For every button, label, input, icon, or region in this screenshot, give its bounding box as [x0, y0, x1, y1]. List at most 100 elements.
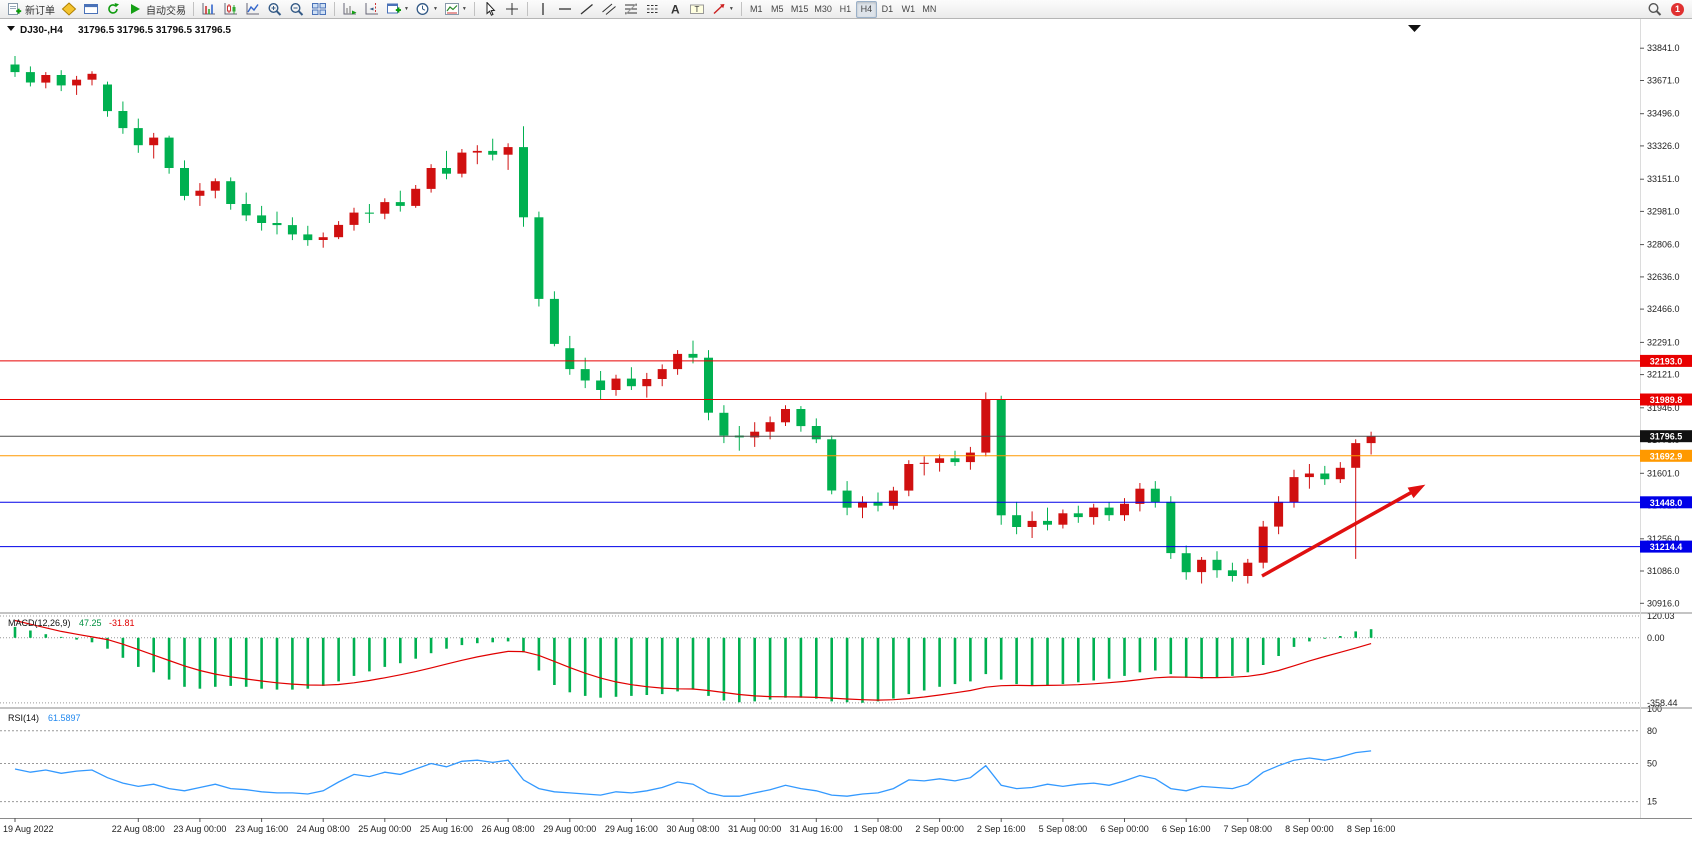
horizontal-line-tool-button[interactable] [554, 1, 576, 18]
macd-main-value: 47.25 [79, 618, 102, 628]
main-toolbar: 新订单 自动交易 ▼ ▼ ▼ A T ▼ M1 M5 M15 M30 H1 H4 D1 W1 MN 1 [0, 0, 1692, 19]
svg-text:30 Aug 08:00: 30 Aug 08:00 [666, 824, 719, 834]
svg-text:31 Aug 00:00: 31 Aug 00:00 [728, 824, 781, 834]
autotrading-button[interactable]: 自动交易 [124, 1, 189, 18]
templates-button[interactable]: ▼ [441, 1, 470, 18]
chevron-down-icon: ▼ [404, 6, 409, 12]
chart-shift-button[interactable] [361, 1, 383, 18]
new-chart-button[interactable]: ▼ [383, 1, 412, 18]
rsi-label: RSI(14) [8, 713, 39, 723]
macd-header: MACD(12,26,9) 47.25 -31.81 [8, 618, 135, 628]
svg-text:80: 80 [1647, 726, 1657, 736]
toolbar-left: 新订单 自动交易 ▼ ▼ ▼ A T ▼ M1 M5 M15 M30 H1 H4 D1 W1 MN [3, 0, 940, 18]
toolbar-separator [473, 2, 475, 16]
svg-text:-358.44: -358.44 [1647, 698, 1678, 708]
timeframe-m5-button[interactable]: M5 [771, 4, 784, 14]
trend-arrow[interactable] [1261, 484, 1426, 578]
rsi-value: 61.5897 [48, 713, 81, 723]
charts-window-button[interactable] [80, 1, 102, 18]
svg-text:29 Aug 00:00: 29 Aug 00:00 [543, 824, 596, 834]
svg-text:0.00: 0.00 [1647, 633, 1665, 643]
cursor-tool-button[interactable] [479, 1, 501, 18]
svg-text:25 Aug 00:00: 25 Aug 00:00 [358, 824, 411, 834]
svg-text:26 Aug 08:00: 26 Aug 08:00 [482, 824, 535, 834]
panel-separators[interactable] [0, 612, 1692, 819]
metaeditor-button[interactable] [58, 1, 80, 18]
candlestick-chart-type-button[interactable] [220, 1, 242, 18]
price-tags: 32193.0 31989.8 31796.5 31692.9 31448.0 31214… [1640, 354, 1692, 553]
fibonacci-tool-button[interactable] [620, 1, 642, 18]
vertical-line-tool-button[interactable] [532, 1, 554, 18]
toolbar-separator [334, 2, 335, 16]
crosshair-tool-button[interactable] [501, 1, 523, 18]
svg-text:32806.0: 32806.0 [1647, 240, 1680, 250]
toolbar-separator [526, 2, 528, 16]
svg-text:8 Sep 00:00: 8 Sep 00:00 [1285, 824, 1334, 834]
svg-text:23 Aug 16:00: 23 Aug 16:00 [235, 824, 288, 834]
auto-scroll-button[interactable] [339, 1, 361, 18]
channel-tool-button[interactable] [598, 1, 620, 18]
svg-text:31989.8: 31989.8 [1650, 395, 1683, 405]
search-button[interactable] [1644, 1, 1666, 18]
time-axis[interactable]: 19 Aug 2022 22 Aug 08:00 23 Aug 00:00 23 Au… [3, 818, 1395, 834]
tile-windows-button[interactable] [308, 1, 330, 18]
scroll-to-end-icon[interactable] [1408, 25, 1421, 32]
svg-text:31601.0: 31601.0 [1647, 468, 1680, 478]
svg-text:32981.0: 32981.0 [1647, 206, 1680, 216]
chart-title: DJ30-,H4 [20, 25, 63, 36]
arrows-tool-button[interactable]: ▼ [708, 1, 737, 18]
symbol-dropdown-icon[interactable] [7, 26, 15, 31]
toolbar-separator [193, 2, 194, 16]
price-levels [0, 360, 1640, 548]
timeframe-h1-button[interactable]: H1 [839, 4, 852, 14]
chart-header: DJ30-,H4 31796.5 31796.5 31796.5 31796.5 [7, 25, 231, 36]
svg-text:31796.5: 31796.5 [1650, 432, 1683, 442]
svg-text:31 Aug 16:00: 31 Aug 16:00 [790, 824, 843, 834]
svg-text:7 Sep 08:00: 7 Sep 08:00 [1224, 824, 1273, 834]
line-chart-type-button[interactable] [242, 1, 264, 18]
svg-text:2 Sep 16:00: 2 Sep 16:00 [977, 824, 1026, 834]
svg-text:19 Aug 2022: 19 Aug 2022 [3, 824, 54, 834]
svg-text:2 Sep 00:00: 2 Sep 00:00 [915, 824, 964, 834]
macd-label: MACD(12,26,9) [8, 618, 71, 628]
bar-chart-type-button[interactable] [198, 1, 220, 18]
toolbar-right: 1 [1644, 1, 1689, 18]
label-tool-button[interactable]: T [686, 1, 708, 18]
periods-button[interactable]: ▼ [412, 1, 441, 18]
rsi-indicator: 100 80 50 15 [0, 704, 1662, 807]
chevron-down-icon: ▼ [728, 6, 734, 12]
refresh-button[interactable] [102, 1, 124, 18]
svg-text:A: A [671, 3, 680, 17]
timeframe-m30-button[interactable]: M30 [814, 4, 832, 14]
levels-tool-button[interactable] [642, 1, 664, 18]
svg-text:31214.4: 31214.4 [1650, 542, 1683, 552]
svg-text:6 Sep 16:00: 6 Sep 16:00 [1162, 824, 1211, 834]
svg-text:32466.0: 32466.0 [1647, 304, 1680, 314]
timeframe-d1-button[interactable]: D1 [881, 4, 894, 14]
zoom-in-button[interactable] [264, 1, 286, 18]
zoom-out-button[interactable] [286, 1, 308, 18]
new-order-button[interactable]: 新订单 [3, 1, 58, 18]
svg-text:32193.0: 32193.0 [1650, 356, 1683, 366]
svg-text:15: 15 [1647, 797, 1657, 807]
svg-text:31086.0: 31086.0 [1647, 566, 1680, 576]
timeframe-m15-button[interactable]: M15 [790, 4, 809, 14]
toolbar-separator [740, 2, 742, 16]
text-tool-button[interactable]: A [664, 1, 686, 18]
svg-text:33326.0: 33326.0 [1647, 141, 1680, 151]
svg-text:31256.0: 31256.0 [1647, 534, 1680, 544]
timeframe-h4-button[interactable]: H4 [855, 0, 877, 18]
timeframe-mn-button[interactable]: MN [922, 4, 937, 14]
svg-text:32636.0: 32636.0 [1647, 272, 1680, 282]
svg-text:30916.0: 30916.0 [1647, 598, 1680, 608]
svg-text:23 Aug 00:00: 23 Aug 00:00 [173, 824, 226, 834]
chevron-down-icon: ▼ [461, 6, 467, 12]
trendline-tool-button[interactable] [576, 1, 598, 18]
svg-text:1 Sep 08:00: 1 Sep 08:00 [854, 824, 903, 834]
notification-badge[interactable]: 1 [1671, 2, 1684, 16]
svg-text:33151.0: 33151.0 [1647, 174, 1680, 184]
svg-text:31448.0: 31448.0 [1650, 498, 1683, 508]
timeframe-w1-button[interactable]: W1 [901, 4, 916, 14]
timeframe-m1-button[interactable]: M1 [750, 4, 763, 14]
